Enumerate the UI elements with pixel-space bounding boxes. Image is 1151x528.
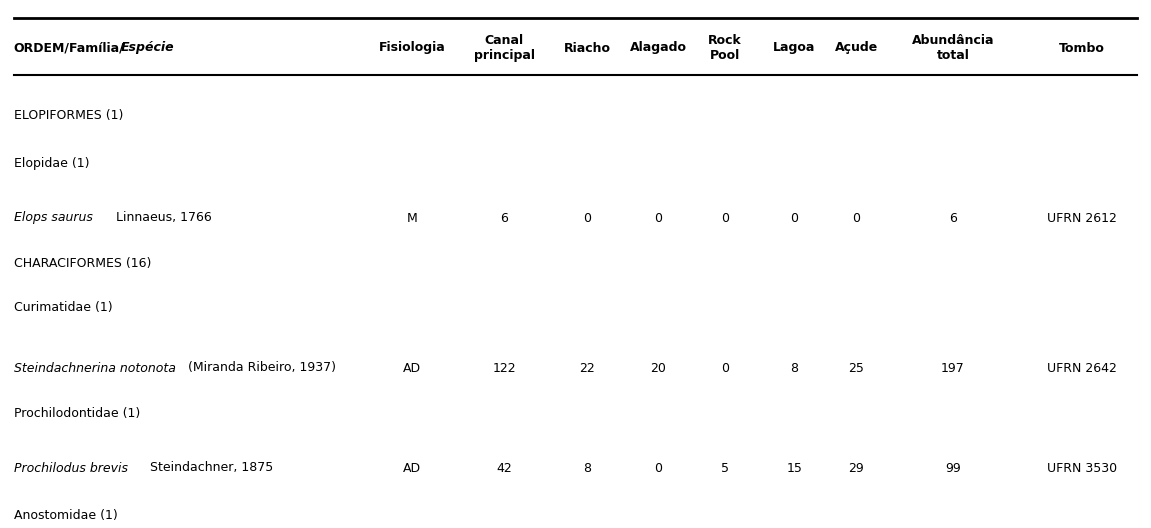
Text: 25: 25 bbox=[848, 362, 864, 374]
Text: 197: 197 bbox=[942, 362, 965, 374]
Text: UFRN 2612: UFRN 2612 bbox=[1047, 212, 1116, 224]
Text: 6: 6 bbox=[950, 212, 956, 224]
Text: Elopidae (1): Elopidae (1) bbox=[14, 156, 90, 169]
Text: UFRN 3530: UFRN 3530 bbox=[1047, 461, 1116, 475]
Text: 8: 8 bbox=[791, 362, 798, 374]
Text: 29: 29 bbox=[848, 461, 864, 475]
Text: Riacho: Riacho bbox=[564, 42, 610, 54]
Text: M: M bbox=[406, 212, 418, 224]
Text: Elops saurus: Elops saurus bbox=[14, 212, 93, 224]
Text: Espécie: Espécie bbox=[121, 42, 175, 54]
Text: Canal
principal: Canal principal bbox=[474, 34, 534, 62]
Text: 0: 0 bbox=[584, 212, 590, 224]
Text: Lagoa: Lagoa bbox=[773, 42, 815, 54]
Text: UFRN 2642: UFRN 2642 bbox=[1047, 362, 1116, 374]
Text: Abundância
total: Abundância total bbox=[912, 34, 994, 62]
Text: 99: 99 bbox=[945, 461, 961, 475]
Text: 6: 6 bbox=[501, 212, 508, 224]
Text: Açude: Açude bbox=[834, 42, 878, 54]
Text: Prochilodus brevis: Prochilodus brevis bbox=[14, 461, 128, 475]
Text: 0: 0 bbox=[722, 212, 729, 224]
Text: 5: 5 bbox=[722, 461, 729, 475]
Text: 20: 20 bbox=[650, 362, 666, 374]
Text: 0: 0 bbox=[853, 212, 860, 224]
Text: 0: 0 bbox=[655, 212, 662, 224]
Text: Fisiologia: Fisiologia bbox=[379, 42, 445, 54]
Text: AD: AD bbox=[403, 461, 421, 475]
Text: ELOPIFORMES (1): ELOPIFORMES (1) bbox=[14, 108, 123, 121]
Text: 8: 8 bbox=[584, 461, 590, 475]
Text: Alagado: Alagado bbox=[630, 42, 687, 54]
Text: 0: 0 bbox=[791, 212, 798, 224]
Text: Tombo: Tombo bbox=[1059, 42, 1105, 54]
Text: 22: 22 bbox=[579, 362, 595, 374]
Text: 15: 15 bbox=[786, 461, 802, 475]
Text: Steindachnerina notonota: Steindachnerina notonota bbox=[14, 362, 176, 374]
Text: ORDEM/Família/: ORDEM/Família/ bbox=[14, 42, 124, 54]
Text: (Miranda Ribeiro, 1937): (Miranda Ribeiro, 1937) bbox=[184, 362, 336, 374]
Text: CHARACIFORMES (16): CHARACIFORMES (16) bbox=[14, 257, 151, 269]
Text: 42: 42 bbox=[496, 461, 512, 475]
Text: AD: AD bbox=[403, 362, 421, 374]
Text: Curimatidae (1): Curimatidae (1) bbox=[14, 301, 113, 315]
Text: Steindachner, 1875: Steindachner, 1875 bbox=[146, 461, 274, 475]
Text: Rock
Pool: Rock Pool bbox=[708, 34, 742, 62]
Text: Linnaeus, 1766: Linnaeus, 1766 bbox=[112, 212, 212, 224]
Text: Anostomidae (1): Anostomidae (1) bbox=[14, 508, 117, 522]
Text: Prochilodontidae (1): Prochilodontidae (1) bbox=[14, 407, 140, 420]
Text: 0: 0 bbox=[655, 461, 662, 475]
Text: 0: 0 bbox=[722, 362, 729, 374]
Text: 122: 122 bbox=[493, 362, 516, 374]
